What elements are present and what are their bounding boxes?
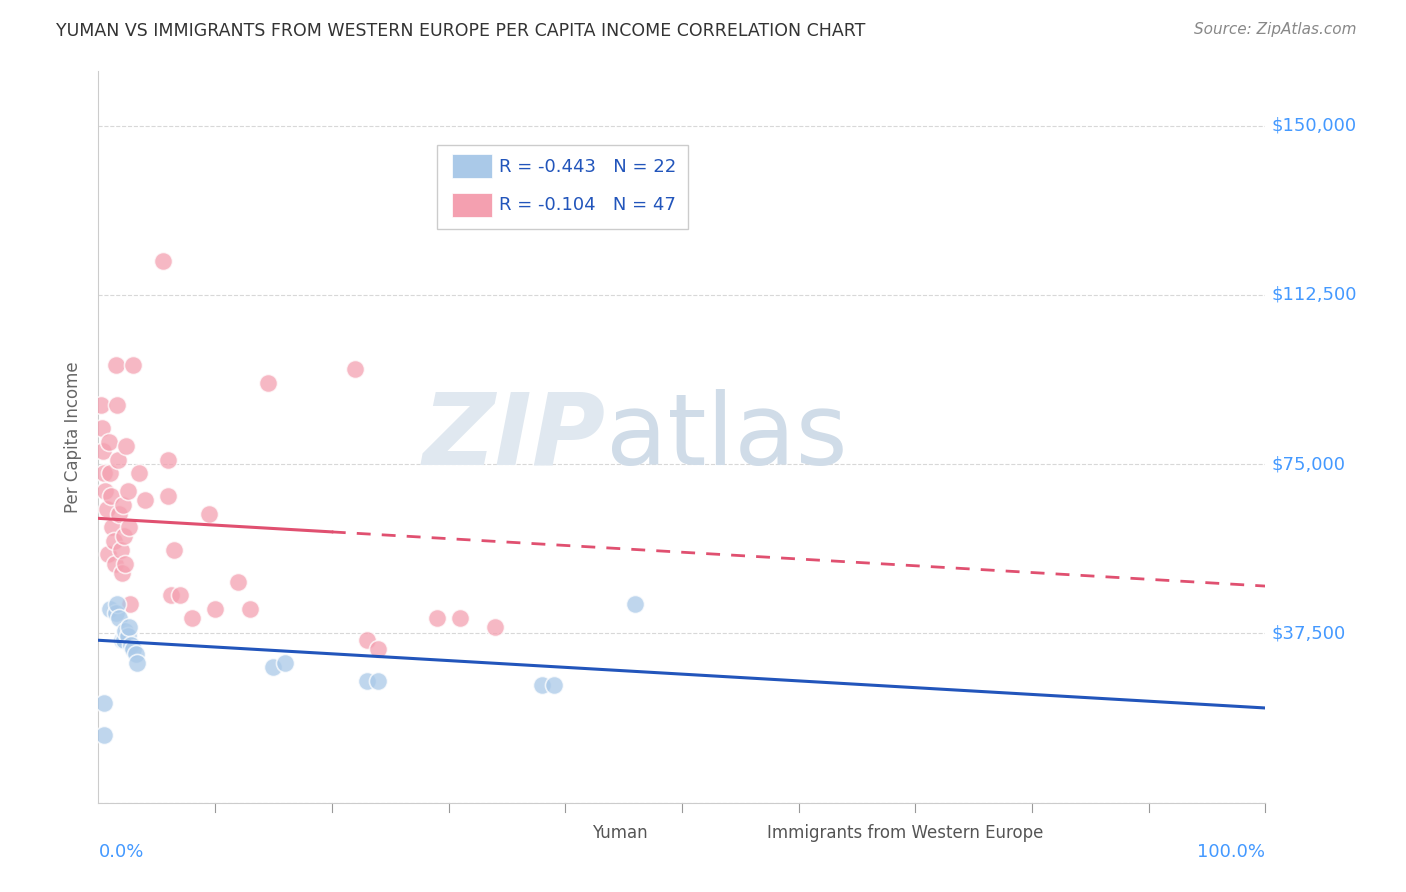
Point — [93, 728, 115, 742]
Point — [274, 656, 297, 670]
Point — [256, 376, 278, 390]
Point — [157, 489, 180, 503]
Point — [134, 493, 156, 508]
Point — [228, 574, 250, 589]
Point — [97, 548, 120, 562]
Point — [114, 624, 136, 639]
Point — [624, 597, 647, 611]
Point — [108, 507, 131, 521]
Point — [93, 697, 115, 711]
Point — [120, 638, 142, 652]
Text: $75,000: $75,000 — [1271, 455, 1346, 473]
Point — [344, 362, 367, 376]
Point — [163, 543, 186, 558]
FancyBboxPatch shape — [546, 817, 582, 848]
Point — [180, 610, 202, 624]
FancyBboxPatch shape — [451, 154, 492, 178]
FancyBboxPatch shape — [451, 193, 492, 217]
Text: YUMAN VS IMMIGRANTS FROM WESTERN EUROPE PER CAPITA INCOME CORRELATION CHART: YUMAN VS IMMIGRANTS FROM WESTERN EUROPE … — [56, 22, 866, 40]
Point — [204, 601, 226, 615]
Point — [104, 358, 127, 372]
Text: $150,000: $150,000 — [1271, 117, 1357, 135]
Point — [118, 520, 141, 534]
Point — [112, 633, 135, 648]
Point — [122, 358, 145, 372]
Point — [262, 660, 284, 674]
Point — [157, 452, 180, 467]
Point — [128, 466, 150, 480]
Point — [115, 439, 138, 453]
Point — [98, 601, 121, 615]
Text: R = -0.104   N = 47: R = -0.104 N = 47 — [499, 196, 675, 214]
Point — [449, 610, 471, 624]
Point — [100, 489, 122, 503]
Point — [98, 466, 121, 480]
Text: $112,500: $112,500 — [1271, 285, 1357, 304]
Point — [112, 529, 135, 543]
Point — [97, 434, 120, 449]
Point — [484, 620, 506, 634]
Point — [90, 421, 112, 435]
Point — [426, 610, 449, 624]
FancyBboxPatch shape — [437, 145, 688, 228]
Point — [169, 588, 191, 602]
Text: $37,500: $37,500 — [1271, 624, 1346, 642]
Point — [367, 673, 389, 688]
FancyBboxPatch shape — [720, 817, 758, 848]
Point — [101, 520, 124, 534]
Point — [94, 484, 117, 499]
Point — [111, 566, 134, 580]
Point — [105, 399, 128, 413]
Y-axis label: Per Capita Income: Per Capita Income — [63, 361, 82, 513]
Point — [159, 588, 181, 602]
Text: R = -0.443   N = 22: R = -0.443 N = 22 — [499, 158, 676, 176]
Point — [198, 507, 221, 521]
Point — [118, 597, 141, 611]
Point — [104, 557, 127, 571]
Point — [543, 678, 565, 692]
Point — [117, 484, 139, 499]
Text: Immigrants from Western Europe: Immigrants from Western Europe — [768, 824, 1043, 842]
Point — [111, 633, 134, 648]
Point — [125, 647, 148, 661]
Text: 100.0%: 100.0% — [1198, 843, 1265, 861]
Point — [111, 498, 134, 512]
Point — [117, 629, 139, 643]
Text: 0.0%: 0.0% — [98, 843, 143, 861]
Point — [96, 502, 118, 516]
Text: Yuman: Yuman — [592, 824, 648, 842]
Point — [125, 656, 148, 670]
Point — [122, 642, 145, 657]
Text: ZIP: ZIP — [423, 389, 606, 485]
Text: atlas: atlas — [606, 389, 848, 485]
Point — [90, 399, 112, 413]
Point — [239, 601, 262, 615]
Point — [356, 633, 378, 648]
Point — [108, 610, 131, 624]
Point — [356, 673, 378, 688]
Point — [367, 642, 389, 657]
Point — [91, 443, 114, 458]
Point — [118, 620, 141, 634]
Point — [530, 678, 553, 692]
Text: Source: ZipAtlas.com: Source: ZipAtlas.com — [1194, 22, 1357, 37]
Point — [104, 606, 127, 620]
Point — [110, 543, 132, 558]
Point — [105, 597, 128, 611]
Point — [114, 557, 136, 571]
Point — [152, 254, 174, 268]
Point — [93, 466, 115, 480]
Point — [103, 533, 125, 548]
Point — [107, 452, 129, 467]
